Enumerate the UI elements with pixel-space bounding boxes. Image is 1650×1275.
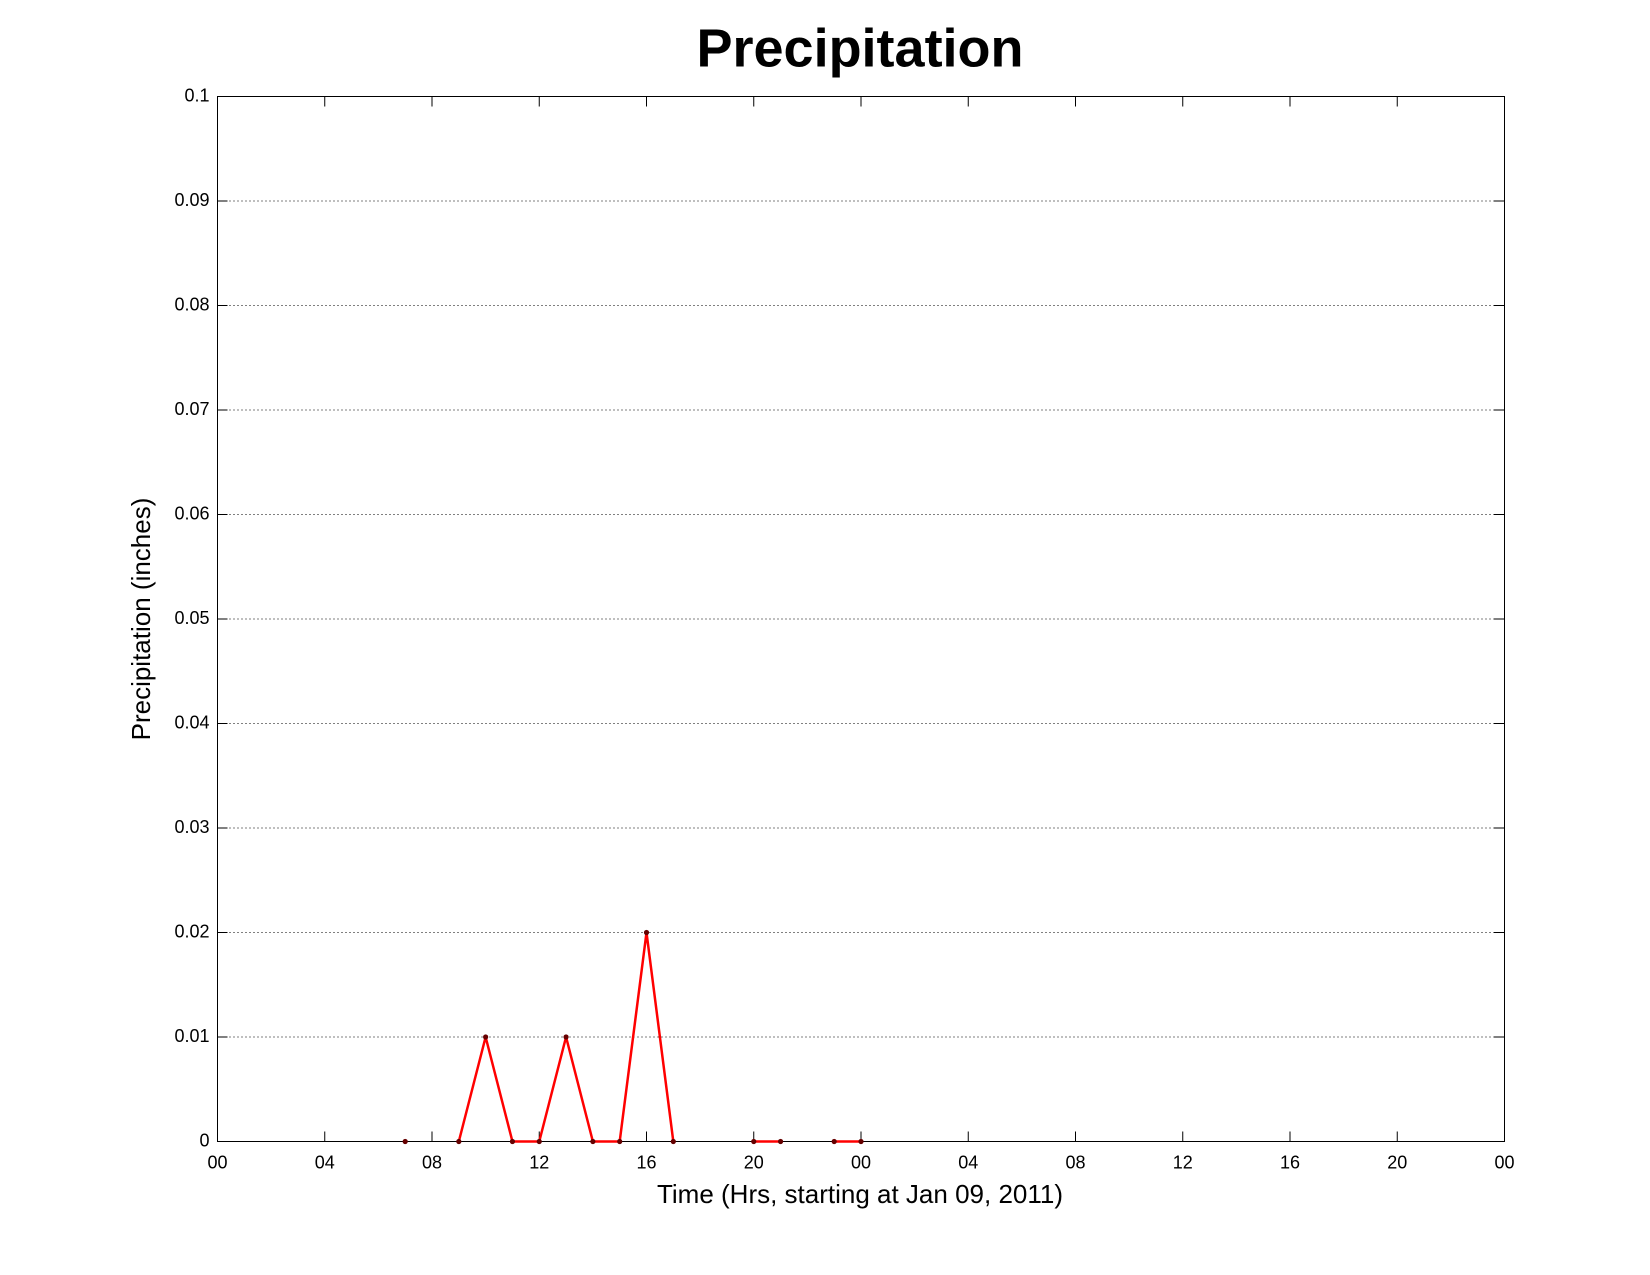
- x-tick-label: 00: [851, 1152, 871, 1172]
- x-tick-label: 08: [422, 1152, 442, 1172]
- data-point: [590, 1138, 596, 1145]
- y-tick-label: 0.08: [174, 294, 209, 314]
- x-tick-label: 12: [529, 1152, 549, 1172]
- y-axis-label: Precipitation (inches): [126, 498, 156, 741]
- y-tick-label: 0.03: [174, 817, 209, 837]
- y-tick-label: 0.04: [174, 712, 209, 732]
- x-axis-label: Time (Hrs, starting at Jan 09, 2011): [657, 1179, 1063, 1209]
- data-point: [563, 1034, 569, 1040]
- data-point: [617, 1138, 623, 1145]
- data-point: [777, 1138, 784, 1145]
- x-tick-label: 00: [207, 1152, 227, 1172]
- y-tick-label: 0.02: [174, 921, 209, 941]
- x-tick-label: 04: [958, 1152, 978, 1172]
- data-point: [751, 1138, 757, 1145]
- x-tick-label: 16: [1280, 1152, 1300, 1172]
- x-tick-label: 12: [1173, 1152, 1193, 1172]
- y-tick-label: 0.06: [174, 503, 209, 523]
- x-tick-label: 20: [744, 1152, 764, 1172]
- x-tick-label: 08: [1065, 1152, 1085, 1172]
- data-point: [643, 929, 650, 936]
- data-point: [483, 1034, 489, 1040]
- data-point: [402, 1138, 408, 1145]
- data-point: [509, 1138, 516, 1145]
- chart-title: Precipitation: [696, 18, 1023, 78]
- y-tick-label: 0: [199, 1130, 209, 1150]
- y-tick-label: 0.05: [174, 608, 209, 628]
- x-tick-label: 20: [1387, 1152, 1407, 1172]
- data-point: [536, 1138, 542, 1145]
- y-tick-label: 0.07: [174, 399, 209, 419]
- data-point: [831, 1138, 837, 1145]
- x-tick-label: 04: [315, 1152, 335, 1172]
- data-point: [858, 1138, 864, 1145]
- x-tick-label: 16: [636, 1152, 656, 1172]
- y-tick-label: 0.1: [184, 85, 209, 105]
- y-tick-label: 0.01: [174, 1026, 209, 1046]
- y-tick-label: 0.09: [174, 190, 209, 210]
- x-tick-label: 00: [1494, 1152, 1514, 1172]
- data-point: [670, 1138, 676, 1145]
- data-point: [456, 1138, 462, 1145]
